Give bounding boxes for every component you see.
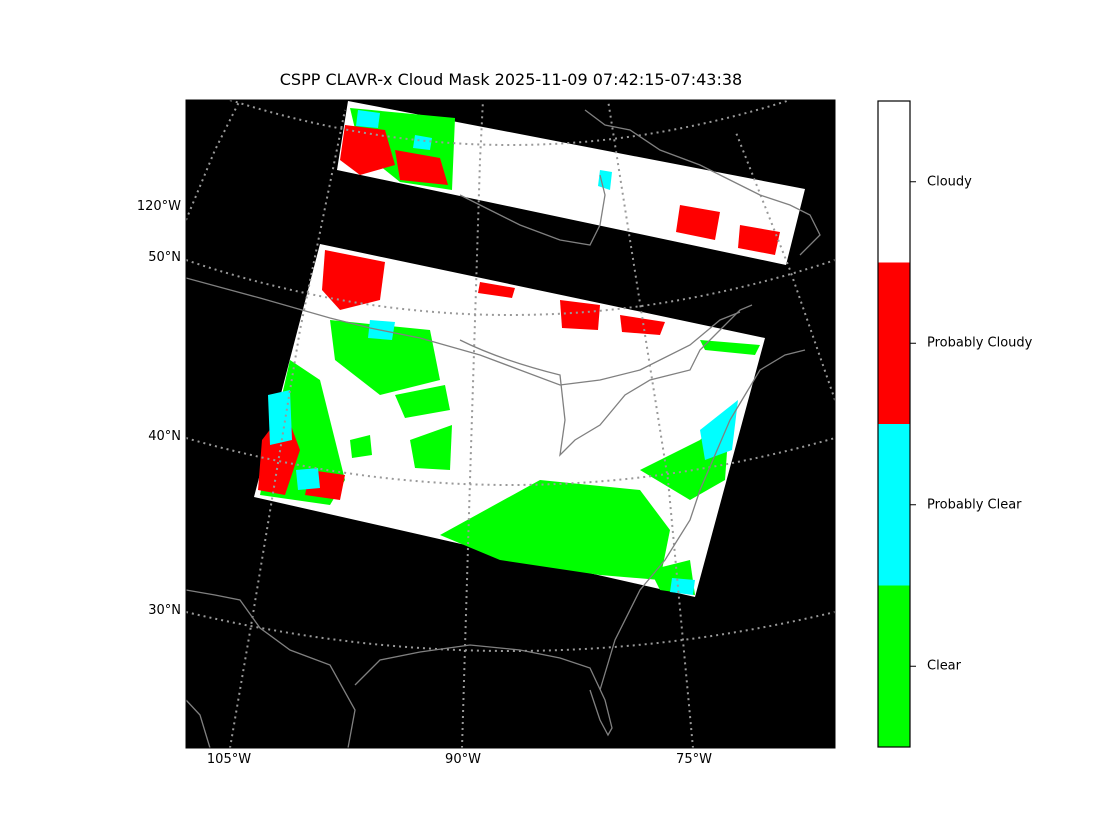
map-panel (185, 99, 836, 749)
colorbar-label-clear: Clear (927, 658, 961, 674)
gulf-coast (186, 589, 613, 748)
colorbar (877, 100, 916, 748)
meridian-105w (229, 109, 346, 748)
colorbar-swatch-probably-clear (878, 424, 910, 586)
lon-label-90w: 90°W (445, 752, 481, 767)
meridian-120w (186, 100, 241, 221)
canada-interior (459, 174, 606, 246)
lon-label-105w: 105°W (206, 752, 252, 767)
lat-label-40n: 40°N (148, 429, 181, 444)
swath-north-probably-cloudy-areas (340, 125, 780, 255)
swath-main-probably-clear-areas (268, 320, 738, 595)
us-canada-border (186, 277, 741, 386)
colorbar-label-probably-clear: Probably Clear (927, 497, 1022, 513)
meridian-90w (461, 100, 484, 748)
lat-label-30n: 30°N (148, 603, 181, 618)
meridian-75w (607, 100, 694, 748)
great-lakes (459, 304, 753, 457)
colorbar-swatch-probably-cloudy (878, 262, 910, 424)
colorbar-frame (877, 100, 911, 748)
lon-label-120w: 120°W (136, 199, 181, 214)
graticule (186, 100, 835, 748)
rio-grande (186, 699, 211, 748)
swath-north-probably-clear-areas (356, 110, 432, 150)
coastlines (186, 109, 821, 748)
colorbar-swatch-cloudy (878, 101, 910, 263)
parallel-50n (186, 259, 835, 316)
map-frame (185, 99, 836, 749)
atlantic-coast (599, 349, 806, 691)
lon-label-75w: 75°W (676, 752, 712, 767)
colorbar-label-cloudy: Cloudy (927, 174, 972, 190)
lat-label-50n: 50°N (148, 250, 181, 265)
hudson-bay-coast (584, 109, 821, 256)
colorbar-swatch-clear (878, 585, 910, 747)
map-title: CSPP CLAVR-x Cloud Mask 2025-11-09 07:42… (279, 70, 743, 89)
colorbar-label-probably-cloudy: Probably Cloudy (927, 335, 1033, 351)
cloud-mask-swaths (254, 101, 805, 597)
swath-main-clear-areas (260, 320, 760, 595)
